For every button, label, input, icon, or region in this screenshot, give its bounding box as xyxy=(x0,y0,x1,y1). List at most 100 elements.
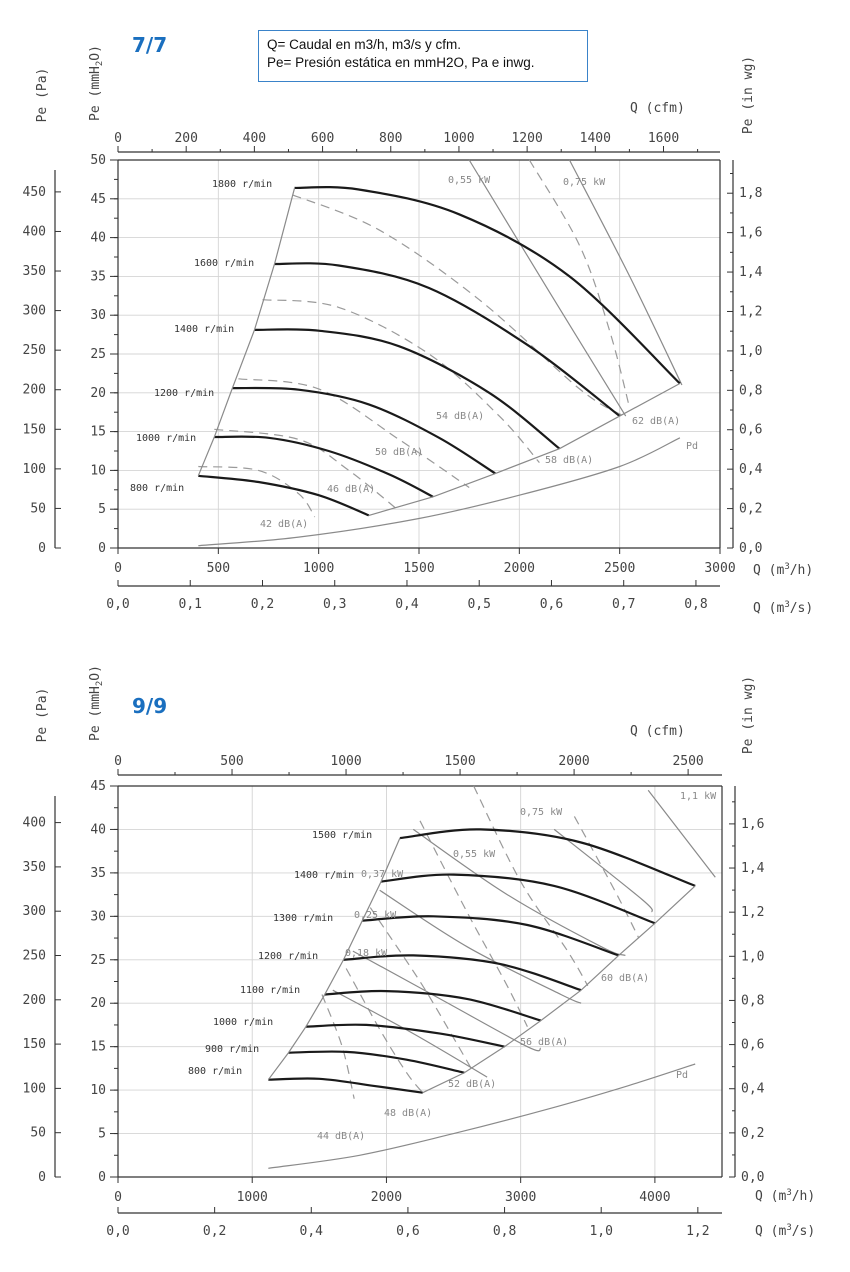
chart2-rpm-curve xyxy=(324,989,542,1022)
chart1-tick-label-mm: 20 xyxy=(90,386,106,401)
chart2-tick-label-m3h: 2000 xyxy=(371,1190,402,1205)
chart1-rpm-curve xyxy=(214,435,434,498)
chart2-noise-curve xyxy=(369,907,475,1074)
chart1-rpm-label: 1400 r/min xyxy=(174,324,234,335)
chart2-tick-label-pa: 100 xyxy=(23,1081,46,1096)
chart2-tick-label-pa: 200 xyxy=(23,993,46,1008)
chart2-tick-label-pa: 0 xyxy=(38,1170,46,1185)
chart2-ylabel-inwg: Pe (in wg) xyxy=(741,676,756,754)
chart2-db-label: 48 dB(A) xyxy=(384,1108,432,1119)
chart1-tick-label-mm: 5 xyxy=(98,502,106,517)
chart2-tick-label-m3h: 4000 xyxy=(639,1190,670,1205)
chart2-kw-label: 1,1 kW xyxy=(680,791,717,802)
chart2-ylabel-pa: Pe (Pa) xyxy=(35,688,50,743)
chart1-noise-curve xyxy=(214,428,400,512)
chart1-db-label: 62 dB(A) xyxy=(632,416,680,427)
chart2-rpm-label: 1300 r/min xyxy=(273,913,333,924)
chart2-rpm-curve xyxy=(343,954,582,992)
legend-box: Q= Caudal en m3/h, m3/s y cfm. Pe= Presi… xyxy=(258,30,588,82)
chart2-tick-label-mm: 40 xyxy=(90,822,106,837)
chart1-tick-label-cfm: 1000 xyxy=(443,131,474,146)
chart2-tick-label-inwg: 1,0 xyxy=(741,949,764,964)
chart1-tick-label-pa: 350 xyxy=(23,264,46,279)
chart2-tick-label-inwg: 1,2 xyxy=(741,905,764,920)
chart2-kw-label: 0,18 kW xyxy=(345,948,388,959)
chart1-noise-curve xyxy=(238,378,470,488)
chart2-rpm-curve xyxy=(399,828,696,887)
chart2-power-curve xyxy=(352,950,541,1052)
chart1-power-curve xyxy=(468,159,627,417)
chart1-tick-label-pa: 150 xyxy=(23,422,46,437)
chart2-noise-curve xyxy=(345,968,424,1094)
chart1-tick-label-mm: 35 xyxy=(90,269,106,284)
legend-line-caudal: Q= Caudal en m3/h, m3/s y cfm. xyxy=(267,37,461,52)
chart1-tick-label-cfm: 1200 xyxy=(511,131,542,146)
chart2-rpm-curve xyxy=(362,915,619,957)
chart1-tick-label-cfm: 600 xyxy=(311,131,334,146)
chart2-tick-label-cfm: 1000 xyxy=(330,754,361,769)
chart1-tick-label-mm: 10 xyxy=(90,463,106,478)
chart1-rpm-curve xyxy=(274,262,621,417)
chart1-tick-label-m3s: 0,0 xyxy=(106,597,129,612)
chart2-ylabel-mmh2o: Pe (mmH2O) xyxy=(88,665,105,741)
chart1-tick-label-m3s: 0,2 xyxy=(251,597,274,612)
chart2-tick-label-m3s: 1,0 xyxy=(589,1224,612,1239)
chart1-tick-label-cfm: 1400 xyxy=(580,131,611,146)
chart1-tick-label-m3h: 0 xyxy=(114,561,122,576)
chart1-tick-label-pa: 0 xyxy=(38,541,46,556)
chart1-tick-label-inwg: 1,6 xyxy=(739,226,762,241)
chart2-tick-label-mm: 0 xyxy=(98,1170,106,1185)
chart2-rpm-curve xyxy=(268,1077,423,1094)
chart1-noise-curve xyxy=(262,299,540,463)
chart2-rpm-curve xyxy=(288,1050,465,1074)
chart2-db-label: 44 dB(A) xyxy=(317,1131,365,1142)
chart2-db-label: 56 dB(A) xyxy=(520,1037,568,1048)
chart1-tick-label-inwg: 1,2 xyxy=(739,304,762,319)
chart2-rpm-label: 800 r/min xyxy=(188,1066,242,1077)
chart2-rpm-label: 1100 r/min xyxy=(240,985,300,996)
chart1-pd-curve xyxy=(198,437,681,547)
chart1-rpm-curve xyxy=(232,386,496,475)
chart2-envelope-right xyxy=(422,885,696,1094)
chart2-tick-label-mm: 10 xyxy=(90,1083,106,1098)
chart1-db-label: 54 dB(A) xyxy=(436,411,484,422)
chart1-tick-label-mm: 15 xyxy=(90,425,106,440)
chart2-power-curve xyxy=(332,989,488,1078)
chart2-tick-label-inwg: 0,0 xyxy=(741,1170,764,1185)
chart1-title: 7/7 xyxy=(132,33,167,57)
chart1-kw-label: 0,75 kW xyxy=(563,177,606,188)
chart1-tick-label-m3h: 500 xyxy=(207,561,230,576)
chart1-rpm-curve xyxy=(254,328,561,450)
chart1-tick-label-m3h: 1000 xyxy=(303,561,334,576)
chart2-db-label: 52 dB(A) xyxy=(448,1079,496,1090)
chart1-rpm-label: 800 r/min xyxy=(130,483,184,494)
chart2-tick-label-pa: 300 xyxy=(23,904,46,919)
chart1-tick-label-pa: 400 xyxy=(23,224,46,239)
chart1-envelope-right xyxy=(368,382,681,516)
chart1-tick-label-m3h: 3000 xyxy=(704,561,735,576)
chart2-tick-label-pa: 350 xyxy=(23,860,46,875)
chart2-envelope-left xyxy=(267,837,401,1081)
chart1-tick-label-pa: 300 xyxy=(23,304,46,319)
legend-line-presion: Pe= Presión estática en mmH2O, Pa e inwg… xyxy=(267,55,535,70)
chart1-tick-label-pa: 250 xyxy=(23,343,46,358)
chart1-tick-label-cfm: 400 xyxy=(243,131,266,146)
chart1-db-label: 50 dB(A) xyxy=(375,447,423,458)
chart2-tick-label-cfm: 2000 xyxy=(558,754,589,769)
chart1-ylabel-inwg: Pe (in wg) xyxy=(741,56,756,134)
chart2-tick-label-m3s: 0,8 xyxy=(493,1224,516,1239)
chart2-tick-label-pa: 50 xyxy=(30,1126,46,1141)
chart2-tick-label-inwg: 1,6 xyxy=(741,817,764,832)
chart2-power-curve xyxy=(379,889,582,1004)
chart2-tick-label-inwg: 0,2 xyxy=(741,1126,764,1141)
chart2-power-curve xyxy=(647,789,716,878)
chart1-tick-label-cfm: 800 xyxy=(379,131,402,146)
chart1-tick-label-pa: 50 xyxy=(30,501,46,516)
chart2-tick-label-inwg: 0,4 xyxy=(741,1082,765,1097)
chart1-xlabel-cfm: Q (cfm) xyxy=(630,101,685,116)
chart1-kw-label: 0,55 kW xyxy=(448,175,491,186)
chart2-xlabel-m3s: Q (m3/s) xyxy=(755,1223,815,1239)
chart2-kw-label: 0,37 kW xyxy=(361,869,404,880)
chart2-noise-curve xyxy=(321,994,355,1099)
